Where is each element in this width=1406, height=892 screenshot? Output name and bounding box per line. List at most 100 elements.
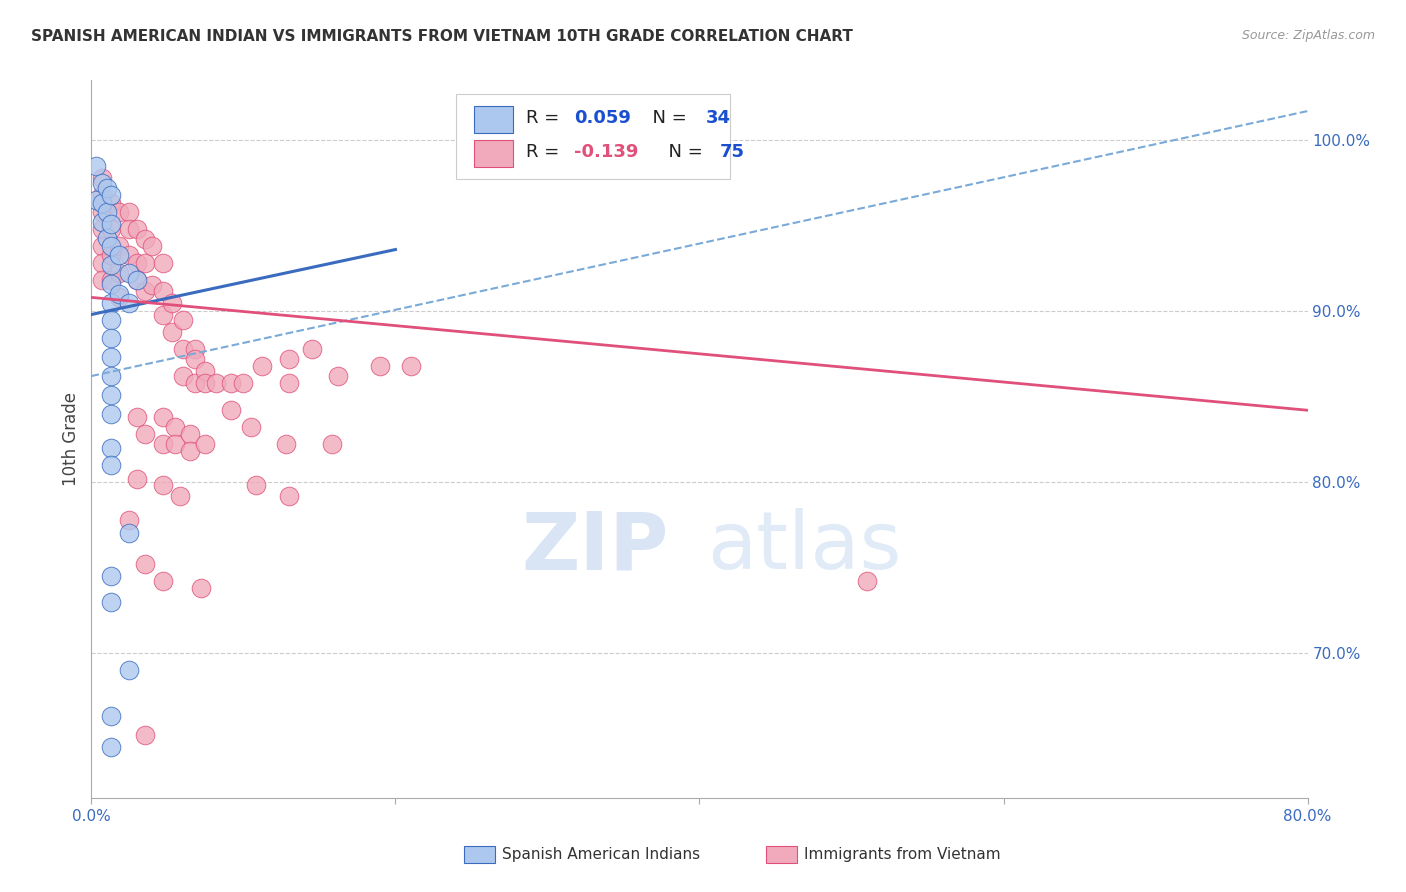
Point <box>278 376 301 390</box>
Point <box>107 205 129 219</box>
Point <box>96 181 118 195</box>
Point <box>125 273 148 287</box>
Point <box>194 364 217 378</box>
FancyBboxPatch shape <box>474 140 513 167</box>
Point <box>118 222 141 236</box>
Point <box>100 196 122 211</box>
Point <box>134 427 156 442</box>
Point <box>240 420 263 434</box>
Point <box>194 376 217 390</box>
Point <box>219 403 242 417</box>
Point <box>326 369 349 384</box>
Point <box>100 273 122 287</box>
Point <box>179 444 201 458</box>
Point <box>84 193 107 207</box>
Point <box>134 256 156 270</box>
Point <box>134 284 156 298</box>
Point <box>118 205 141 219</box>
Point <box>107 290 129 304</box>
Point <box>91 239 114 253</box>
Point <box>141 239 163 253</box>
Point <box>125 472 148 486</box>
Point <box>118 526 141 541</box>
Point <box>172 369 194 384</box>
Point <box>152 284 174 298</box>
Point <box>91 196 114 211</box>
Point <box>134 728 156 742</box>
Point <box>179 427 201 442</box>
Point <box>91 273 114 287</box>
Point <box>163 420 186 434</box>
Point <box>100 350 122 364</box>
Point <box>118 295 141 310</box>
Point <box>134 232 156 246</box>
FancyBboxPatch shape <box>474 105 513 133</box>
Point <box>125 410 148 425</box>
Text: -0.139: -0.139 <box>574 144 638 161</box>
Point <box>152 256 174 270</box>
Point <box>118 267 141 281</box>
Text: 75: 75 <box>720 144 745 161</box>
Y-axis label: 10th Grade: 10th Grade <box>62 392 80 486</box>
Point <box>107 247 129 261</box>
Point <box>107 239 129 253</box>
Text: R =: R = <box>526 109 565 127</box>
Text: R =: R = <box>526 144 565 161</box>
Text: N =: N = <box>641 109 693 127</box>
Point <box>321 437 343 451</box>
Text: ZIP: ZIP <box>522 508 669 586</box>
Point <box>134 557 156 571</box>
Text: atlas: atlas <box>707 508 901 586</box>
Point <box>125 256 148 270</box>
Point <box>219 376 242 390</box>
Point <box>125 273 148 287</box>
Point <box>100 222 122 236</box>
FancyBboxPatch shape <box>456 94 730 178</box>
Point <box>141 278 163 293</box>
Point <box>91 256 114 270</box>
Point <box>100 217 122 231</box>
Point <box>152 478 174 492</box>
Point <box>96 230 118 244</box>
Text: N =: N = <box>657 144 709 161</box>
Point <box>163 437 186 451</box>
Point <box>194 437 217 451</box>
Point <box>100 441 122 455</box>
Point <box>152 308 174 322</box>
Text: SPANISH AMERICAN INDIAN VS IMMIGRANTS FROM VIETNAM 10TH GRADE CORRELATION CHART: SPANISH AMERICAN INDIAN VS IMMIGRANTS FR… <box>31 29 853 44</box>
Point <box>91 222 114 236</box>
Point <box>91 176 114 190</box>
Point <box>184 376 207 390</box>
Point <box>100 239 122 253</box>
Point <box>100 331 122 345</box>
Point <box>100 569 122 583</box>
Point <box>107 287 129 301</box>
Point <box>91 170 114 185</box>
Point <box>100 258 122 272</box>
Point <box>100 407 122 421</box>
Point <box>169 489 191 503</box>
Point <box>184 342 207 356</box>
Point <box>190 581 212 595</box>
Point <box>160 295 183 310</box>
Point <box>274 437 297 451</box>
Point <box>100 187 122 202</box>
Point <box>100 709 122 723</box>
Point <box>100 247 122 261</box>
Text: Spanish American Indians: Spanish American Indians <box>502 847 700 862</box>
Point <box>278 489 301 503</box>
Point <box>118 513 141 527</box>
Point <box>91 215 114 229</box>
Point <box>152 437 174 451</box>
Point <box>100 277 122 291</box>
Point <box>100 312 122 326</box>
Text: 34: 34 <box>706 109 731 127</box>
Point <box>118 247 141 261</box>
Point <box>184 351 207 366</box>
Point <box>301 342 323 356</box>
Point <box>399 359 422 373</box>
Point <box>107 267 129 281</box>
Point <box>172 312 194 326</box>
Point <box>100 369 122 384</box>
Point <box>160 325 183 339</box>
